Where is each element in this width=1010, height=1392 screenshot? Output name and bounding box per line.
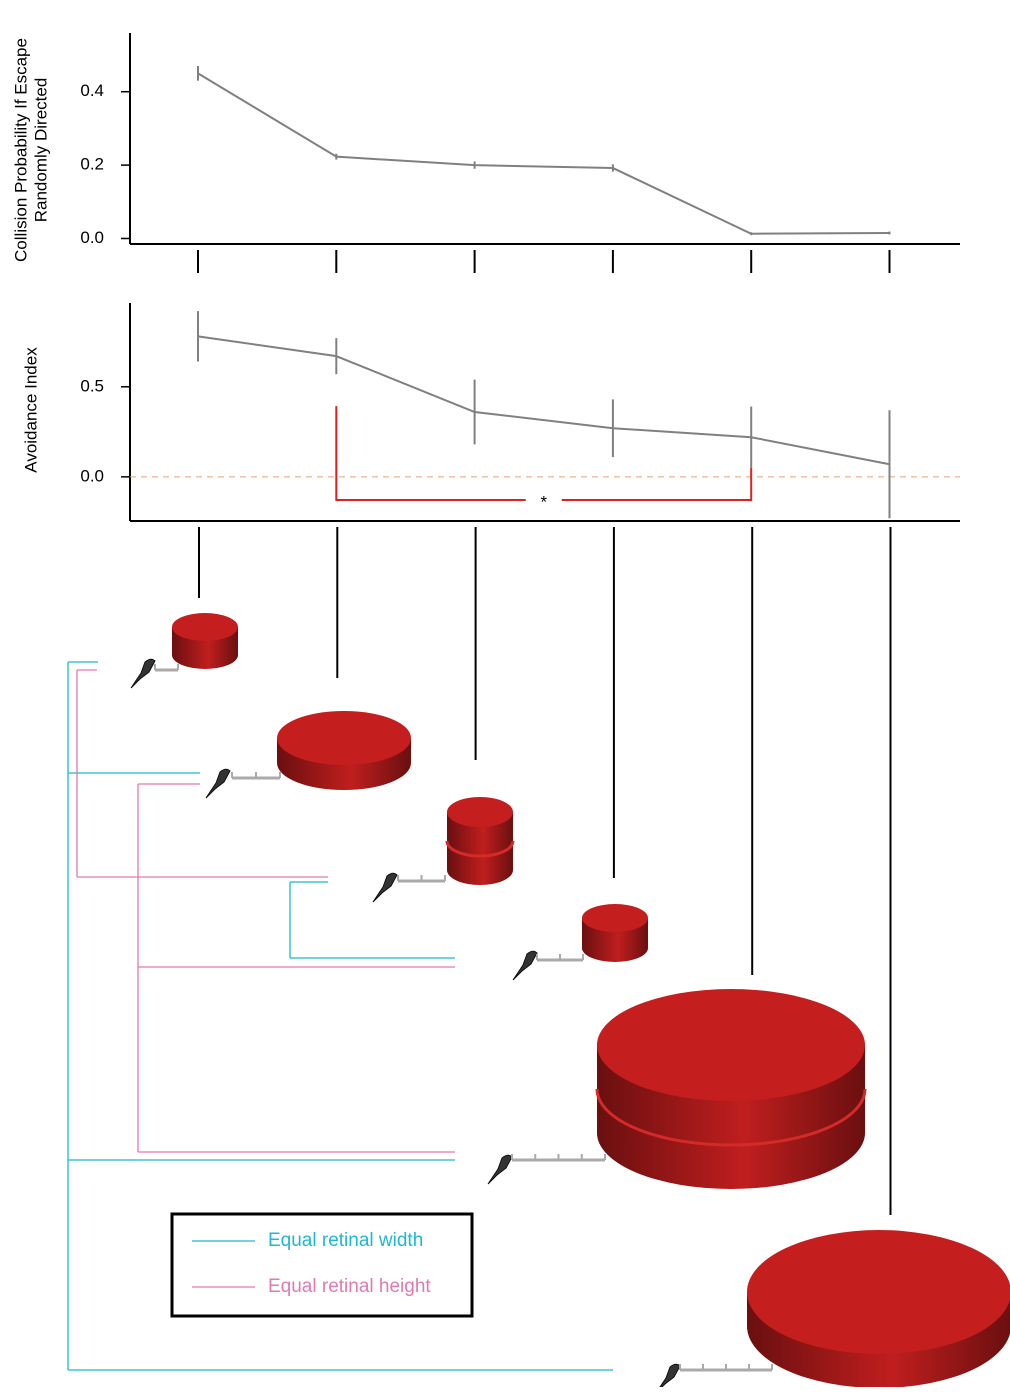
legend-label: Equal retinal width	[268, 1230, 423, 1251]
y-tick-label: 0.0	[80, 228, 104, 247]
fish-icon	[513, 951, 537, 980]
cylinder-top	[447, 797, 513, 827]
series-line	[198, 336, 890, 464]
y-tick-label: 0.5	[80, 376, 104, 395]
y-tick-label: 0.2	[80, 155, 104, 174]
legend: Equal retinal width Equal retinal height	[172, 1214, 472, 1316]
legend-label: Equal retinal height	[268, 1276, 431, 1297]
figure: Equal retinal widthEqual retinal height …	[0, 0, 1010, 1387]
y-axis-label: Collision Probability If Escape	[11, 38, 30, 262]
fish-icon	[373, 873, 397, 902]
fish-icon	[206, 769, 230, 798]
fish-icon	[131, 659, 155, 688]
fish-icon	[656, 1364, 680, 1387]
fish-icon	[488, 1155, 512, 1184]
y-axis-label: Randomly Directed	[31, 78, 50, 223]
y-tick-label: 0.4	[80, 81, 104, 100]
cylinder-top	[582, 904, 648, 932]
series-line	[198, 73, 890, 233]
y-tick-label: 0.0	[80, 466, 104, 485]
y-axis-label: Avoidance Index	[21, 347, 40, 473]
significance-label: *	[540, 492, 547, 511]
cylinder-top	[277, 711, 411, 765]
cylinder-top	[172, 613, 238, 641]
cylinder-top	[597, 989, 865, 1101]
cylinder-top	[747, 1230, 1010, 1354]
